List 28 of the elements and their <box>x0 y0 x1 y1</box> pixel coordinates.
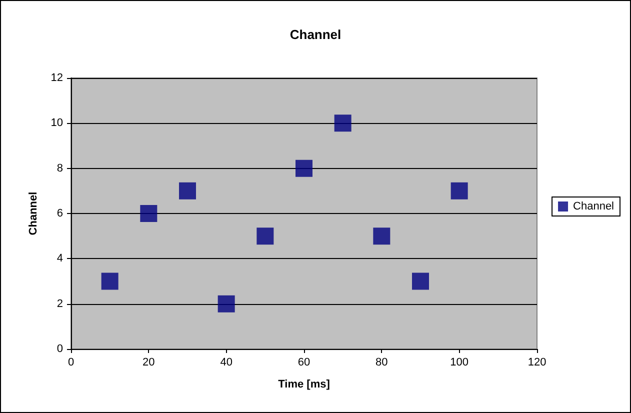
y-tick-label: 0 <box>56 343 63 355</box>
point <box>256 228 274 245</box>
point <box>179 182 196 200</box>
x-tick-label: 0 <box>68 356 74 368</box>
point <box>334 114 352 132</box>
x-tick-label: 60 <box>298 356 310 368</box>
point <box>450 182 468 200</box>
x-tick-label: 100 <box>450 356 469 368</box>
point <box>101 272 118 290</box>
y-tick-label: 12 <box>50 72 63 84</box>
point <box>218 295 235 312</box>
x-tick-label: 120 <box>528 356 546 368</box>
x-axis-title: Time [ms] <box>278 378 330 390</box>
point <box>140 205 158 222</box>
y-axis-title: Channel <box>28 192 40 236</box>
y-tick-label: 6 <box>56 208 63 220</box>
y-tick-label: 10 <box>50 117 63 130</box>
point <box>373 228 390 245</box>
chart-title: Channel <box>290 27 342 42</box>
y-tick-label: 4 <box>56 252 63 265</box>
y-tick-label: 2 <box>56 298 63 310</box>
point <box>296 160 312 177</box>
point <box>412 272 429 290</box>
y-tick-label: 8 <box>56 162 63 174</box>
legend-label: Channel <box>573 200 614 212</box>
x-tick-label: 20 <box>142 356 155 368</box>
x-tick-label: 80 <box>376 356 388 368</box>
x-tick-label: 40 <box>220 356 232 368</box>
